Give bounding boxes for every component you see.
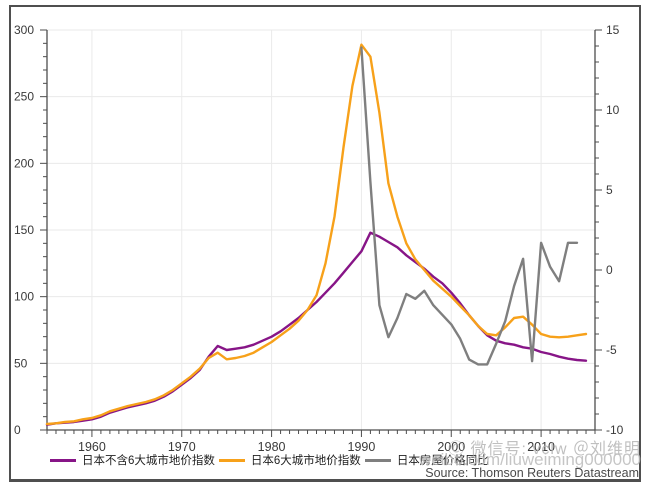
svg-text:10: 10 <box>606 103 620 117</box>
orange-line-swatch-icon <box>218 458 245 462</box>
legend-label-2: 日本6大城市地价指数 <box>250 455 361 467</box>
gray-line-swatch-icon <box>364 458 391 462</box>
svg-text:50: 50 <box>14 356 28 370</box>
svg-text:200: 200 <box>14 156 34 170</box>
svg-text:1990: 1990 <box>348 440 376 454</box>
legend-label-3: 日本房屋价格同比 <box>396 455 489 467</box>
chart-legend: 日本不含6大城市地价指数 日本6大城市地价指数 日本房屋价格同比 <box>50 452 489 468</box>
watermark-weibo: weibo.com/liuweiming000000 <box>418 450 641 469</box>
svg-text:-5: -5 <box>606 343 617 357</box>
legend-item-1: 日本不含6大城市地价指数 <box>50 452 215 468</box>
svg-text:2010: 2010 <box>527 440 555 454</box>
svg-text:5: 5 <box>606 183 613 197</box>
svg-text:-10: -10 <box>606 423 624 437</box>
svg-text:1980: 1980 <box>258 440 286 454</box>
svg-text:150: 150 <box>14 223 34 237</box>
svg-text:15: 15 <box>606 23 620 37</box>
source-credit: Source: Thomson Reuters Datastream <box>425 466 639 480</box>
watermark-wechat: Ⓒ 微信号: vclw ＠刘维明 <box>448 441 641 458</box>
purple-line-swatch-icon <box>50 458 76 462</box>
legend-item-3: 日本房屋价格同比 <box>364 452 489 468</box>
legend-label-1: 日本不含6大城市地价指数 <box>82 455 215 467</box>
legend-item-2: 日本6大城市地价指数 <box>218 452 361 468</box>
svg-text:100: 100 <box>14 290 34 304</box>
svg-text:0: 0 <box>606 263 613 277</box>
svg-text:2000: 2000 <box>437 440 465 454</box>
svg-text:250: 250 <box>14 90 34 104</box>
svg-text:1970: 1970 <box>168 440 196 454</box>
svg-text:1960: 1960 <box>78 440 106 454</box>
svg-text:300: 300 <box>14 23 34 37</box>
svg-text:0: 0 <box>14 423 21 437</box>
